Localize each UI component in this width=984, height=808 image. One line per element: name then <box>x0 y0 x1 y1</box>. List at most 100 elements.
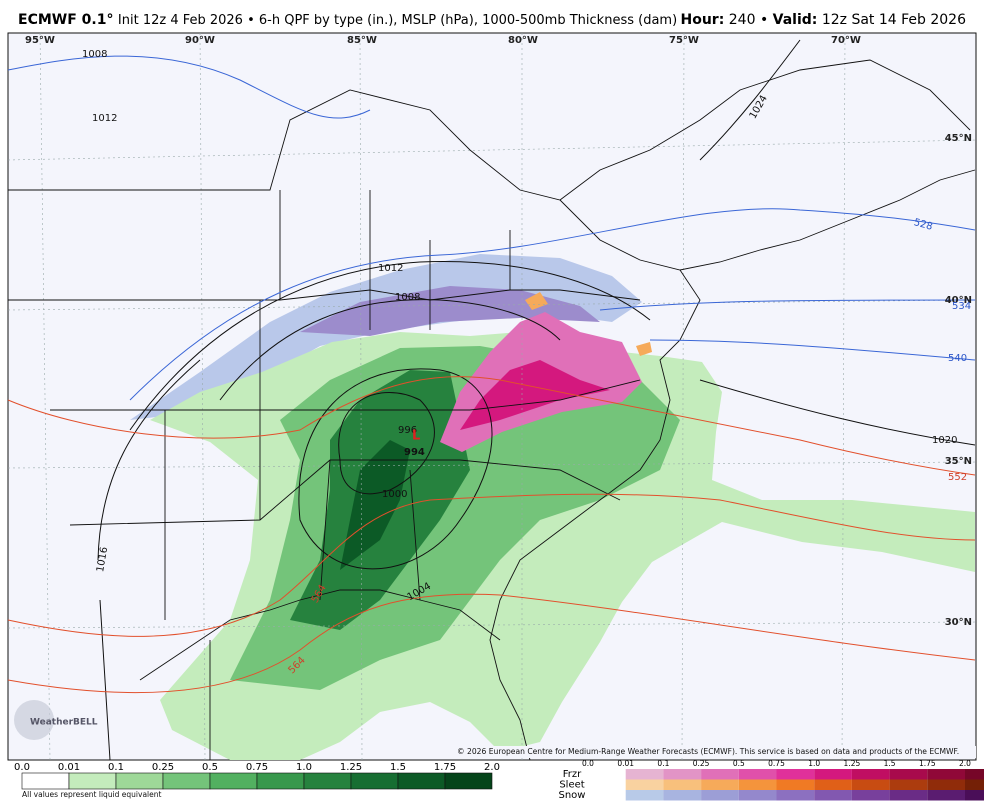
type-tick-label: 0.25 <box>693 759 710 768</box>
longitude-label: 95°W <box>25 35 55 46</box>
rain-tick-label: 0.1 <box>108 762 124 773</box>
separator: • <box>760 12 768 28</box>
thickness-line <box>7 376 976 476</box>
type-tick-label: 0.0 <box>582 759 594 768</box>
type-swatch <box>625 790 664 801</box>
longitude-label: 85°W <box>347 35 377 46</box>
thickness-label: 528 <box>912 217 933 233</box>
isobar-label: 1020 <box>932 435 957 446</box>
rain-swatch <box>350 772 399 790</box>
type-swatch <box>965 790 984 801</box>
coastline <box>489 269 701 761</box>
isobar <box>97 359 201 761</box>
type-swatch <box>738 779 777 790</box>
grid-line <box>7 299 977 311</box>
thickness <box>7 55 976 693</box>
hour-label: Hour: <box>680 12 724 28</box>
grid-line <box>7 621 977 629</box>
longitude-label: 80°W <box>508 35 538 46</box>
type-name: Sleet <box>559 780 584 791</box>
type-swatch <box>738 769 777 780</box>
type-swatch <box>814 769 852 780</box>
rain-swatch <box>68 772 117 790</box>
rain-swatch <box>256 772 305 790</box>
rain-tick-label: 0.0 <box>14 762 30 773</box>
type-name: Snow <box>559 790 586 801</box>
thickness-label: 552 <box>948 472 967 483</box>
thickness-label: 534 <box>952 301 971 312</box>
grid-line <box>199 32 206 761</box>
rain-tick-label: 0.5 <box>202 762 218 773</box>
isobar-label: 1012 <box>92 113 117 124</box>
isobar-label: 1012 <box>378 263 403 274</box>
type-swatch <box>965 779 984 790</box>
rain-tick-label: 0.75 <box>246 762 268 773</box>
logo-text: WeatherBELL <box>30 718 98 728</box>
rain-swatch <box>162 772 211 790</box>
snow-heavy <box>300 286 600 336</box>
border <box>8 59 971 201</box>
type-swatch <box>663 779 702 790</box>
latitude-label: 35°N <box>945 456 972 467</box>
thickness-line <box>649 339 976 361</box>
type-tick-label: 0.5 <box>733 759 745 768</box>
logo-globe <box>14 700 54 740</box>
rain-swatch <box>209 772 258 790</box>
logo: WeatherBELL <box>14 700 98 740</box>
isobar-label: 996 <box>398 425 417 436</box>
thickness-line <box>7 55 371 119</box>
type-swatch <box>625 769 664 780</box>
valid-label: Valid: <box>773 12 818 28</box>
type-tick-label: 1.75 <box>919 759 936 768</box>
hour: 240 <box>729 12 756 28</box>
longitude-label: 70°W <box>831 35 861 46</box>
type-swatch <box>814 790 852 801</box>
type-swatch <box>927 790 965 801</box>
rain-tick-label: 1.0 <box>296 762 312 773</box>
type-swatch <box>701 790 739 801</box>
isobar-label: 1008 <box>82 49 107 60</box>
credit: © 2026 European Centre for Medium-Range … <box>457 747 959 756</box>
legend-note: All values represent liquid equivalent <box>22 790 161 799</box>
border <box>164 190 511 760</box>
grid-line <box>359 32 363 761</box>
isobar <box>298 368 493 570</box>
rain-swatch <box>397 772 446 790</box>
grid-line <box>39 32 51 761</box>
low-pressure: 994 <box>404 447 425 458</box>
rain-swatch <box>21 772 70 790</box>
isobar <box>219 299 561 401</box>
type-swatch <box>889 769 928 780</box>
rain-tick-label: 2.0 <box>484 762 500 773</box>
graticule <box>7 32 977 761</box>
grid-line <box>841 32 846 761</box>
valid: 12z Sat 14 Feb 2026 <box>822 12 966 28</box>
rain-tick-label: 0.01 <box>58 762 80 773</box>
thickness-line <box>599 299 976 311</box>
type-swatch <box>776 779 815 790</box>
isobar <box>699 379 976 446</box>
coastline <box>139 589 501 681</box>
isobar-label: 1008 <box>395 292 420 303</box>
sleet-area <box>525 292 652 356</box>
type-name: Frzr <box>563 769 582 780</box>
type-swatch <box>776 769 815 780</box>
type-swatch <box>814 779 852 790</box>
isobar-label: 1016 <box>95 546 110 573</box>
rain-swatch <box>115 772 164 790</box>
type-swatch <box>927 769 965 780</box>
isobar <box>129 261 651 431</box>
thickness-line <box>129 208 976 401</box>
credit-bg <box>456 746 976 758</box>
type-swatch <box>851 790 890 801</box>
type-swatch <box>927 779 965 790</box>
description: Init 12z 4 Feb 2026 • 6-h QPF by type (i… <box>118 13 677 28</box>
type-tick-label: 0.75 <box>768 759 785 768</box>
grid-line <box>7 461 977 469</box>
type-swatch <box>851 779 890 790</box>
frzr-heavy <box>460 360 610 430</box>
latitude-label: 45°N <box>945 133 972 144</box>
type-swatch <box>776 790 815 801</box>
border <box>69 459 621 526</box>
